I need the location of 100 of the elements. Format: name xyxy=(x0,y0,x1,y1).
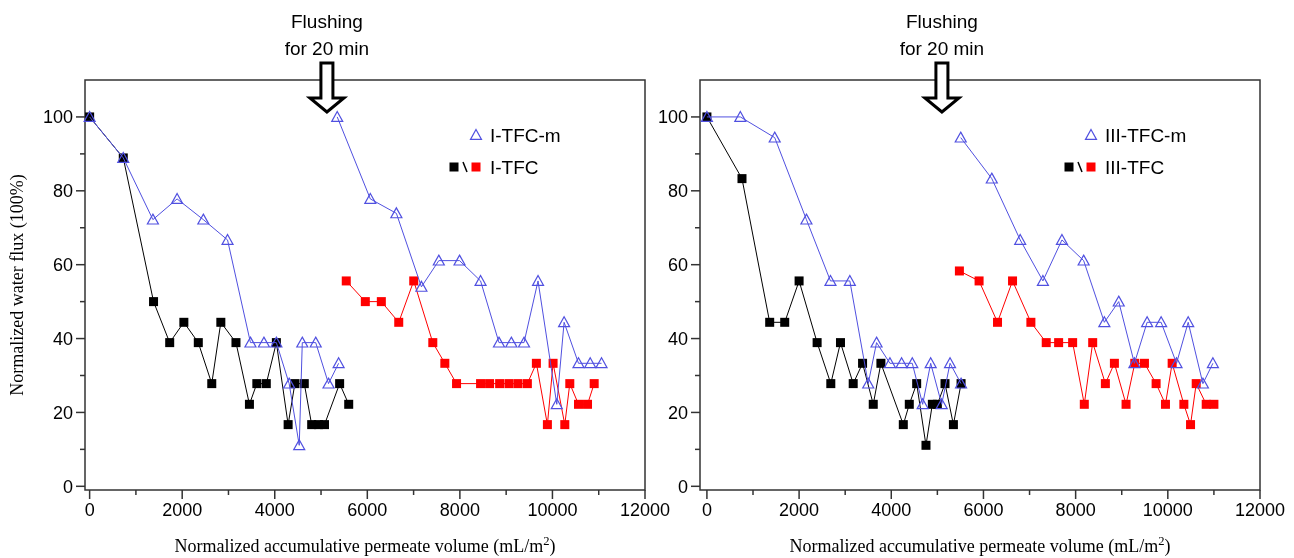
point xyxy=(765,317,775,327)
point xyxy=(1036,274,1050,286)
point xyxy=(876,358,886,368)
y-tick-label: 100 xyxy=(42,107,73,128)
point xyxy=(390,207,403,219)
point xyxy=(560,420,570,430)
point xyxy=(835,338,845,348)
point xyxy=(1068,338,1078,348)
point xyxy=(573,399,583,409)
y-tick-label: 60 xyxy=(667,254,688,275)
point xyxy=(870,336,883,348)
point xyxy=(824,274,837,286)
point xyxy=(974,276,984,286)
point xyxy=(331,110,344,122)
legend-label: III-TFC-m xyxy=(1105,124,1187,146)
point xyxy=(517,336,531,348)
point xyxy=(948,420,958,430)
point xyxy=(293,439,306,451)
y-tick-label: 0 xyxy=(62,476,73,497)
legend-label: I-TFC xyxy=(490,156,539,178)
point xyxy=(364,192,377,204)
point xyxy=(780,317,790,327)
x-tick-label: 10000 xyxy=(1142,500,1193,520)
point xyxy=(440,358,450,368)
x-tick-label: 12000 xyxy=(1234,500,1286,520)
point xyxy=(985,172,998,184)
point xyxy=(296,336,309,348)
point xyxy=(921,440,931,450)
text: Flushing for 20 min xyxy=(284,11,370,59)
x-tick-label: 2000 xyxy=(162,500,203,520)
point xyxy=(1139,358,1149,368)
point xyxy=(216,317,226,327)
point xyxy=(453,254,466,266)
point xyxy=(221,233,234,245)
point xyxy=(916,398,929,410)
point xyxy=(335,379,345,389)
point xyxy=(283,420,293,430)
point xyxy=(332,357,345,369)
point xyxy=(257,336,271,348)
y-tick-label: 100 xyxy=(657,107,688,128)
point xyxy=(244,399,254,409)
point xyxy=(193,338,203,348)
point xyxy=(495,379,505,389)
y-tick-label: 80 xyxy=(667,181,688,202)
point xyxy=(542,420,552,430)
point xyxy=(794,276,804,286)
point xyxy=(572,357,585,369)
point xyxy=(1054,338,1064,348)
point xyxy=(1182,316,1195,328)
point xyxy=(428,338,438,348)
point xyxy=(283,377,296,389)
point xyxy=(1109,358,1119,368)
point xyxy=(531,358,541,368)
legend-label: III-TFC xyxy=(1105,156,1165,178)
point xyxy=(452,379,462,389)
point xyxy=(1206,357,1219,369)
point xyxy=(1170,357,1183,369)
point xyxy=(474,274,487,286)
point xyxy=(883,357,897,369)
point xyxy=(862,377,875,389)
x-axis-title: Normalized accumulative permeate volume (mL/m$^{2}$) xyxy=(789,534,1171,557)
point xyxy=(1100,379,1110,389)
point xyxy=(244,336,257,348)
point xyxy=(261,379,271,389)
y-tick-label: 0 xyxy=(677,476,688,497)
point xyxy=(1026,317,1036,327)
y-tick-label: 40 xyxy=(667,328,688,349)
point xyxy=(165,338,175,348)
x-tick-label: 6000 xyxy=(347,500,388,520)
point xyxy=(505,336,518,348)
point xyxy=(895,357,908,369)
point xyxy=(341,276,351,286)
point xyxy=(1186,420,1196,430)
point xyxy=(868,399,878,409)
point xyxy=(584,357,597,369)
point xyxy=(595,357,608,369)
y-axis-title: Normalized water flux (100%) xyxy=(7,174,28,396)
point xyxy=(904,399,914,409)
point xyxy=(531,274,545,286)
point xyxy=(1155,316,1168,328)
y-tick-label: 20 xyxy=(52,402,73,423)
point xyxy=(737,174,747,184)
point xyxy=(558,316,571,328)
point xyxy=(924,357,937,369)
point xyxy=(376,297,386,307)
x-axis-title: Normalized accumulative permeate volume (mL/m$^{2}$) xyxy=(174,534,556,557)
x-tick-label: 4000 xyxy=(254,500,295,520)
point xyxy=(1209,399,1219,409)
point xyxy=(993,317,1003,327)
point xyxy=(550,398,563,410)
point xyxy=(394,317,404,327)
point xyxy=(843,274,856,286)
point xyxy=(954,131,967,143)
point xyxy=(231,338,241,348)
point xyxy=(935,398,948,410)
point xyxy=(1079,399,1089,409)
point xyxy=(826,379,836,389)
y-tick-label: 20 xyxy=(667,402,688,423)
x-tick-label: 8000 xyxy=(439,500,480,520)
point xyxy=(504,379,514,389)
